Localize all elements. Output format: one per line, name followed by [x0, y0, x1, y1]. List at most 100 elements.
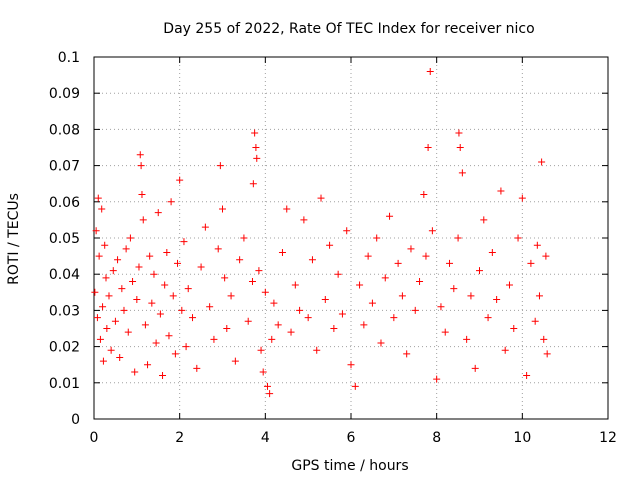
- data-point: [456, 144, 464, 151]
- data-point: [326, 241, 334, 249]
- data-point: [422, 252, 430, 260]
- data-point: [131, 368, 139, 376]
- data-point: [163, 248, 171, 256]
- data-point: [94, 194, 102, 202]
- data-point: [398, 292, 406, 300]
- data-point: [152, 339, 160, 347]
- data-point: [274, 321, 282, 329]
- data-point: [268, 335, 276, 343]
- data-point: [450, 285, 458, 293]
- data-point: [501, 346, 509, 354]
- data-point: [201, 223, 209, 231]
- data-point: [139, 216, 147, 224]
- data-point: [338, 310, 346, 318]
- data-point: [144, 361, 152, 369]
- data-point: [411, 306, 419, 314]
- data-point: [426, 67, 434, 75]
- chart-title: Day 255 of 2022, Rate Of TEC Index for r…: [163, 21, 534, 37]
- data-point: [403, 350, 411, 358]
- data-point: [197, 263, 205, 271]
- data-point: [296, 306, 304, 314]
- y-axis-label: ROTI / TECUs: [6, 193, 22, 285]
- data-point: [249, 180, 257, 188]
- data-point: [136, 151, 144, 159]
- data-point: [263, 382, 271, 390]
- data-point: [420, 191, 428, 199]
- data-point: [184, 285, 192, 293]
- data-point: [373, 234, 381, 242]
- data-point: [351, 382, 359, 390]
- data-point: [120, 306, 128, 314]
- data-point: [321, 296, 329, 304]
- data-point: [330, 325, 338, 332]
- data-point: [255, 267, 263, 275]
- data-point: [278, 248, 286, 256]
- data-point: [150, 270, 158, 278]
- data-point: [126, 234, 134, 242]
- data-point: [138, 191, 146, 199]
- data-point: [542, 252, 550, 260]
- y-tick-label: 0.01: [49, 376, 80, 392]
- data-point: [227, 292, 235, 300]
- data-point: [98, 205, 106, 213]
- y-tick-label: 0.03: [49, 303, 80, 319]
- data-point: [103, 325, 111, 332]
- data-point: [174, 259, 182, 267]
- data-point: [253, 154, 261, 162]
- y-tick-label: 0.02: [49, 340, 80, 356]
- data-point: [135, 263, 143, 271]
- data-point: [527, 259, 535, 267]
- data-point: [343, 227, 351, 235]
- data-point: [114, 256, 122, 264]
- data-point: [390, 314, 398, 322]
- data-point: [180, 238, 188, 246]
- data-point: [154, 209, 162, 217]
- y-tick-label: 0.1: [58, 50, 80, 66]
- x-tick-label: 12: [599, 430, 617, 446]
- data-point: [210, 335, 218, 343]
- y-tick-label: 0.05: [49, 231, 80, 247]
- data-point: [248, 277, 256, 285]
- data-point: [96, 335, 104, 343]
- data-point: [455, 129, 463, 137]
- y-tick-label: 0.09: [49, 86, 80, 102]
- data-point: [206, 303, 214, 311]
- grid: [94, 57, 608, 419]
- data-point: [304, 314, 312, 322]
- data-point: [105, 292, 113, 300]
- data-point: [95, 252, 103, 260]
- data-point: [543, 350, 551, 358]
- data-point: [283, 205, 291, 213]
- data-point: [433, 375, 441, 383]
- data-point: [182, 343, 190, 351]
- data-point: [386, 212, 394, 220]
- data-point: [122, 245, 130, 253]
- data-point: [364, 252, 372, 260]
- data-point: [313, 346, 321, 354]
- data-point: [171, 350, 179, 358]
- data-point: [257, 346, 265, 354]
- data-point: [493, 296, 501, 304]
- data-point: [156, 310, 164, 318]
- data-point: [484, 314, 492, 322]
- data-point: [540, 335, 548, 343]
- data-point: [300, 216, 308, 224]
- data-point: [476, 267, 483, 275]
- data-point: [252, 144, 260, 151]
- data-point: [124, 328, 132, 336]
- data-point: [116, 353, 124, 361]
- y-tick-label: 0.04: [49, 267, 80, 283]
- y-tick-label: 0.06: [49, 195, 80, 211]
- data-point: [471, 364, 479, 372]
- data-point: [454, 234, 462, 242]
- data-point: [377, 339, 385, 347]
- data-point: [533, 241, 541, 249]
- data-point: [535, 292, 543, 300]
- data-point: [167, 198, 175, 206]
- data-point: [109, 267, 117, 275]
- data-point: [270, 299, 278, 307]
- data-point: [424, 144, 432, 151]
- data-point: [148, 299, 156, 307]
- data-point: [92, 227, 100, 235]
